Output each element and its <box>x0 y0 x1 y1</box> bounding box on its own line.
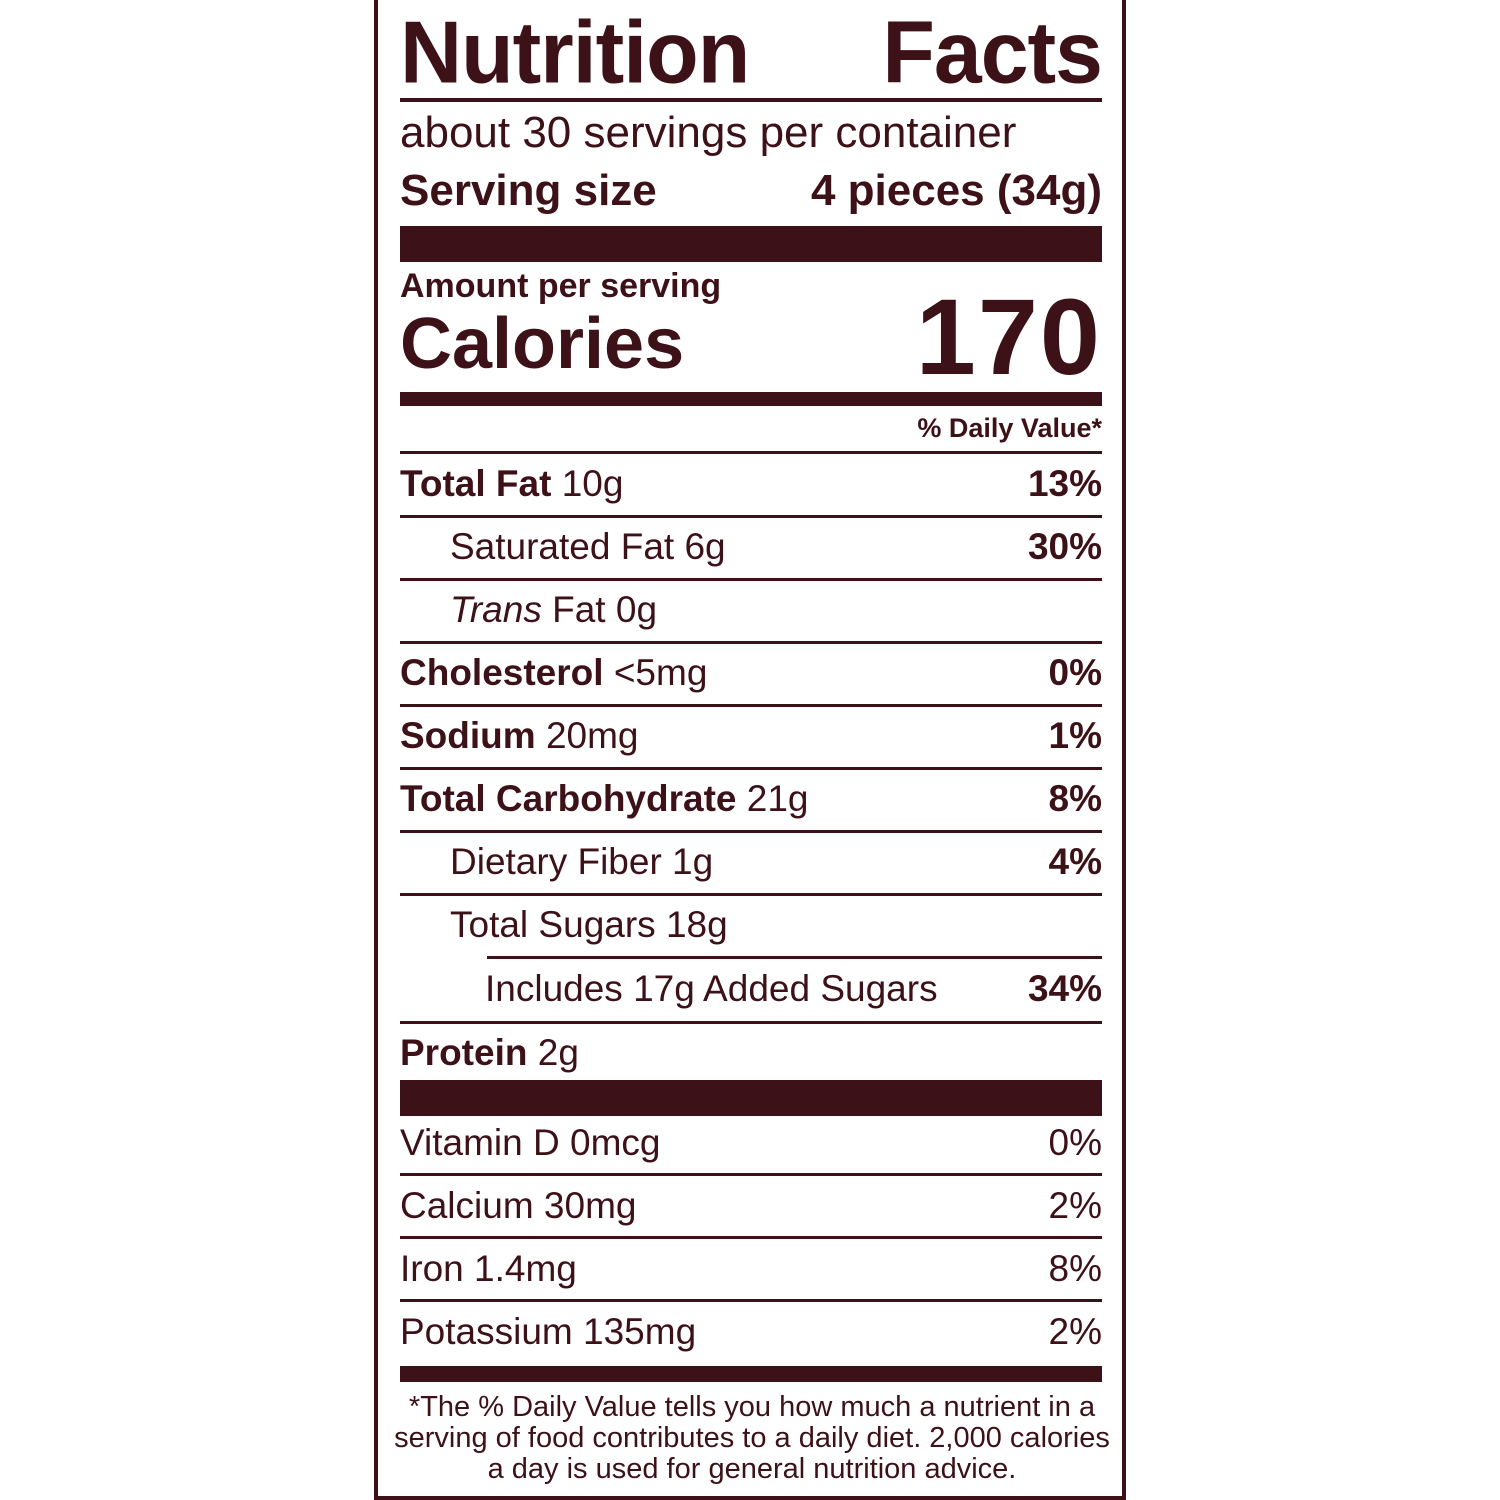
divider <box>400 1173 1102 1176</box>
nutrient-name: Total Carbohydrate <box>400 777 737 819</box>
divider <box>400 830 1102 833</box>
thick-bar <box>400 1080 1102 1116</box>
nutrient-name: Includes 17g Added Sugars <box>485 967 938 1009</box>
vitamin-name: Iron 1.4mg <box>400 1247 577 1289</box>
nutrient-dv: 8% <box>1048 777 1102 819</box>
divider <box>400 893 1102 896</box>
nutrient-name: Sodium <box>400 714 536 756</box>
nutrient-dv: 30% <box>1027 525 1102 567</box>
nutrient-row-protein: Protein 2g <box>400 1021 1102 1084</box>
title-word-nutrition: Nutrition <box>400 4 750 102</box>
divider <box>400 578 1102 581</box>
calories-label: Calories <box>400 304 685 384</box>
vitamin-row-calcium: Calcium 30mg 2% <box>400 1174 1102 1237</box>
nutrient-dv: 4% <box>1048 840 1102 882</box>
nutrient-amount: <5mg <box>613 651 708 693</box>
nutrient-row-dietary-fiber: Dietary Fiber 1g 4% <box>400 830 1102 893</box>
nutrient-name: Total Sugars 18g <box>450 903 728 945</box>
nutrient-row-cholesterol: Cholesterol <5mg 0% <box>400 641 1102 704</box>
vitamin-name: Potassium 135mg <box>400 1310 697 1352</box>
calories-row: Calories 170 <box>400 282 1102 392</box>
nutrient-row-trans-fat: Trans Fat 0g <box>400 578 1102 641</box>
divider <box>400 1299 1102 1302</box>
divider <box>400 1236 1102 1239</box>
nutrient-name: Total Fat <box>400 462 552 504</box>
label-title: Nutrition Facts <box>400 4 1103 102</box>
divider <box>400 451 1102 454</box>
serving-size-value: 4 pieces (34g) <box>810 166 1102 215</box>
daily-value-header: % Daily Value* <box>917 413 1102 443</box>
nutrient-name-italic: Trans <box>450 588 542 630</box>
label-border <box>374 0 1126 1500</box>
nutrient-dv: 0% <box>1048 651 1102 693</box>
nutrient-name: Saturated Fat 6g <box>450 525 726 567</box>
nutrient-amount: 10g <box>561 462 624 504</box>
nutrient-row-saturated-fat: Saturated Fat 6g 30% <box>400 515 1102 578</box>
footnote: *The % Daily Value tells you how much a … <box>394 1391 1110 1485</box>
serving-size-label: Serving size <box>400 166 657 215</box>
nutrient-row-total-fat: Total Fat 10g 13% <box>400 452 1102 515</box>
divider <box>400 515 1102 518</box>
vitamin-row-vitamin-d: Vitamin D 0mcg 0% <box>400 1111 1102 1174</box>
vitamin-dv: 2% <box>1048 1310 1102 1352</box>
divider <box>400 641 1102 644</box>
nutrient-amount: 21g <box>746 777 809 819</box>
medium-bar <box>400 392 1102 406</box>
vitamin-name: Vitamin D 0mcg <box>400 1121 661 1163</box>
amount-per-serving: Amount per serving <box>400 267 722 305</box>
nutrient-dv: 34% <box>1027 967 1102 1009</box>
nutrient-row-total-carbohydrate: Total Carbohydrate 21g 8% <box>400 767 1102 830</box>
medium-bar <box>400 1366 1102 1382</box>
divider <box>400 98 1102 102</box>
thick-bar <box>400 226 1102 262</box>
nutrient-dv: 13% <box>1027 462 1102 504</box>
nutrient-name: Fat 0g <box>552 588 658 630</box>
nutrient-dv: 1% <box>1048 714 1102 756</box>
calories-value: 170 <box>915 276 1102 397</box>
vitamin-dv: 8% <box>1048 1247 1102 1289</box>
divider <box>400 704 1102 707</box>
nutrient-name: Protein <box>400 1031 528 1073</box>
vitamin-row-iron: Iron 1.4mg 8% <box>400 1237 1102 1300</box>
divider <box>487 956 1102 959</box>
divider <box>400 1021 1102 1024</box>
vitamin-name: Calcium 30mg <box>400 1184 637 1226</box>
vitamin-dv: 2% <box>1048 1184 1102 1226</box>
nutrient-row-total-sugars: Total Sugars 18g <box>400 893 1102 956</box>
divider <box>400 767 1102 770</box>
nutrient-amount: 20mg <box>545 714 639 756</box>
nutrient-name: Dietary Fiber 1g <box>450 840 714 882</box>
title-word-facts: Facts <box>882 4 1103 102</box>
servings-per-container: about 30 servings per container <box>400 108 1017 157</box>
serving-size: Serving size 4 pieces (34g) <box>400 165 1102 217</box>
nutrient-amount: 2g <box>537 1031 579 1073</box>
nutrient-row-added-sugars: Includes 17g Added Sugars 34% <box>400 957 1102 1020</box>
nutrient-row-sodium: Sodium 20mg 1% <box>400 704 1102 767</box>
vitamin-dv: 0% <box>1048 1121 1102 1163</box>
nutrient-name: Cholesterol <box>400 651 604 693</box>
vitamin-row-potassium: Potassium 135mg 2% <box>400 1300 1102 1363</box>
